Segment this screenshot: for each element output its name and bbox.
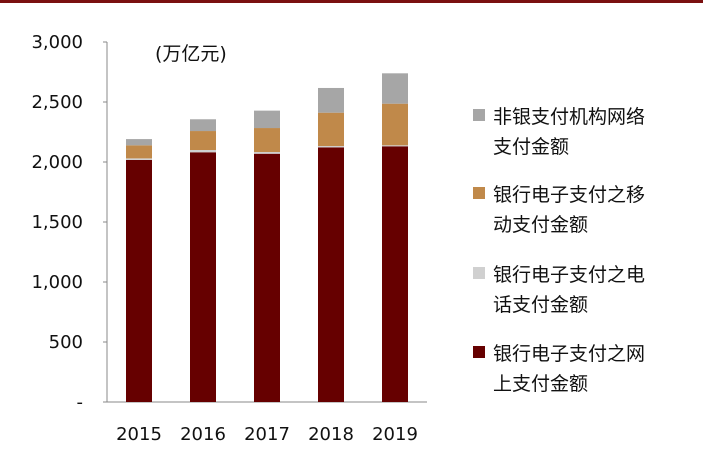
legend-label: 银行电子支付之电 [493, 264, 645, 286]
bar-2017-series-2 [254, 128, 280, 153]
bar-2018-series-0 [318, 147, 344, 402]
bar-2017-series-0 [254, 153, 280, 402]
legend-swatch [473, 187, 485, 199]
bar-2016-series-0 [190, 152, 216, 402]
y-tick-label: 2,500 [31, 92, 83, 113]
bar-2015-series-2 [126, 145, 152, 159]
bar-2019-series-2 [382, 103, 408, 146]
bar-2015-series-1 [126, 158, 152, 160]
y-tick-label: 500 [49, 332, 83, 353]
y-tick-label: - [77, 392, 84, 413]
bar-2019-series-0 [382, 146, 408, 402]
legend-label: 话支付金额 [493, 294, 588, 316]
x-tick-label: 2016 [180, 424, 226, 445]
legend-label: 支付金额 [493, 136, 569, 158]
bar-2015-series-0 [126, 159, 152, 402]
legend-label: 非银支付机构网络 [493, 106, 645, 128]
legend-label: 上支付金额 [493, 373, 588, 395]
bar-2018-series-3 [318, 87, 344, 113]
bar-2018-series-2 [318, 112, 344, 147]
legend-swatch [473, 346, 485, 358]
top-border [0, 0, 703, 3]
bar-2017-series-1 [254, 152, 280, 154]
bar-2015-series-3 [126, 139, 152, 146]
x-tick-label: 2017 [244, 424, 290, 445]
legend-swatch [473, 109, 485, 121]
y-tick-label: 3,000 [31, 32, 83, 53]
y-tick-label: 2,000 [31, 152, 83, 173]
legend-swatch [473, 267, 485, 279]
bar-2016-series-1 [190, 150, 216, 153]
bar-2016-series-2 [190, 131, 216, 150]
x-tick-label: 2018 [308, 424, 354, 445]
x-tick-label: 2015 [116, 424, 162, 445]
bar-2019-series-3 [382, 73, 408, 104]
unit-label: (万亿元) [155, 43, 227, 65]
legend-label: 银行电子支付之网 [493, 343, 645, 365]
legend-label: 动支付金额 [493, 214, 588, 236]
bar-2018-series-1 [318, 146, 344, 148]
bar-2019-series-1 [382, 145, 408, 147]
x-tick-label: 2019 [372, 424, 418, 445]
y-tick-label: 1,500 [31, 212, 83, 233]
bar-2016-series-3 [190, 119, 216, 132]
y-tick-label: 1,000 [31, 272, 83, 293]
bar-2017-series-3 [254, 110, 280, 129]
legend-label: 银行电子支付之移 [493, 184, 645, 206]
